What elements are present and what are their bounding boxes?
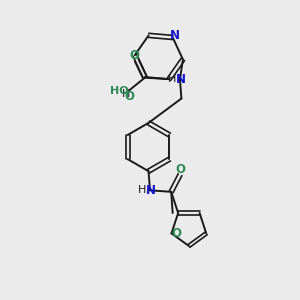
Text: N: N	[176, 73, 185, 86]
Text: H: H	[122, 89, 130, 99]
Text: O: O	[171, 227, 181, 240]
Text: H: H	[138, 185, 146, 195]
Text: O: O	[124, 90, 135, 103]
Text: O: O	[130, 49, 140, 62]
Text: HO: HO	[110, 86, 129, 97]
Text: H: H	[167, 74, 176, 84]
Text: N: N	[170, 29, 180, 43]
Text: N: N	[146, 184, 156, 197]
Text: O: O	[175, 163, 185, 176]
